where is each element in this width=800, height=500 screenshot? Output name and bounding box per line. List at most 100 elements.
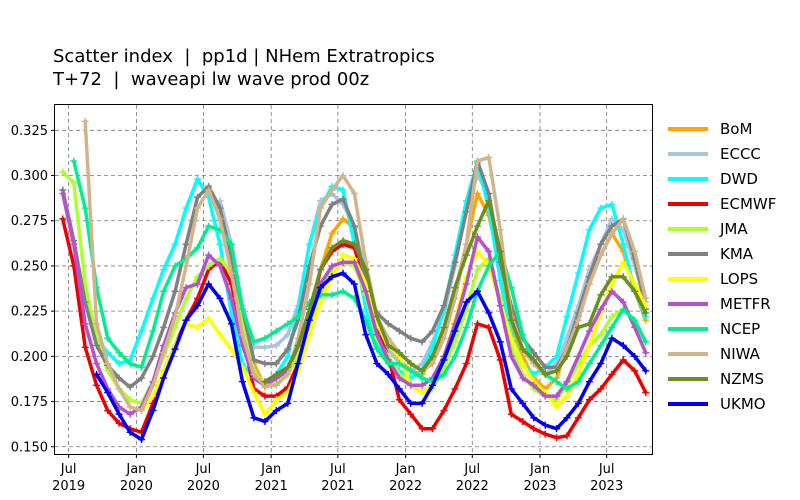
data-point-marker <box>541 392 549 400</box>
data-point-marker <box>451 284 459 292</box>
data-point-marker <box>182 204 190 212</box>
plot-frame <box>54 104 653 455</box>
data-point-marker <box>597 240 605 248</box>
data-point-marker <box>530 356 538 364</box>
series-nzms <box>261 197 650 386</box>
data-point-marker <box>182 262 190 270</box>
data-point-marker <box>563 432 571 440</box>
data-point-marker <box>115 410 123 418</box>
data-point-marker <box>194 204 202 212</box>
data-point-marker <box>362 287 370 295</box>
data-point-marker <box>261 417 269 425</box>
legend-item: NCEP <box>668 316 776 341</box>
data-point-marker <box>261 392 269 400</box>
data-point-marker <box>171 262 179 270</box>
data-point-marker <box>418 381 426 389</box>
data-point-marker <box>149 392 157 400</box>
data-point-marker <box>138 327 146 335</box>
data-point-marker <box>418 374 426 382</box>
data-point-marker <box>138 363 146 371</box>
data-point-marker <box>440 407 448 415</box>
data-point-marker <box>272 327 280 335</box>
data-point-marker <box>261 343 269 351</box>
data-point-marker <box>597 291 605 299</box>
legend-label: KMA <box>720 244 754 263</box>
legend-swatch <box>668 301 708 306</box>
data-point-marker <box>238 305 246 313</box>
data-point-marker <box>350 240 358 248</box>
data-point-marker <box>115 360 123 368</box>
data-point-marker <box>205 186 213 194</box>
data-point-marker <box>362 331 370 339</box>
data-point-marker <box>350 280 358 288</box>
data-point-marker <box>328 229 336 237</box>
data-point-marker <box>395 349 403 357</box>
data-point-marker <box>138 407 146 415</box>
legend-swatch <box>668 276 708 281</box>
x-tick-label-year: 2020 <box>120 479 153 494</box>
y-tick-label: 0.275 <box>11 214 48 229</box>
data-point-marker <box>462 360 470 368</box>
data-point-marker <box>608 273 616 281</box>
x-tick-label-year: 2021 <box>255 479 288 494</box>
data-point-marker <box>496 338 504 346</box>
data-point-marker <box>373 313 381 321</box>
data-point-marker <box>608 200 616 208</box>
data-point-marker <box>317 204 325 212</box>
data-point-marker <box>608 229 616 237</box>
data-point-marker <box>619 215 627 223</box>
data-point-marker <box>294 342 302 350</box>
data-point-marker <box>261 378 269 386</box>
data-point-marker <box>284 331 292 339</box>
data-point-marker <box>395 396 403 404</box>
data-point-marker <box>642 389 650 397</box>
data-point-marker <box>384 342 392 350</box>
x-tick-label-month: Jan <box>125 462 146 477</box>
data-point-marker <box>160 323 168 331</box>
data-point-marker <box>126 428 134 436</box>
data-point-marker <box>553 403 561 411</box>
data-point-marker <box>339 258 347 266</box>
data-point-marker <box>171 345 179 353</box>
legend-label: LOPS <box>720 269 759 288</box>
data-point-marker <box>171 240 179 248</box>
legend-label: METFR <box>720 294 771 313</box>
legend-swatch <box>668 326 708 331</box>
data-point-marker <box>182 294 190 302</box>
data-point-marker <box>93 370 101 378</box>
data-point-marker <box>563 385 571 393</box>
data-point-marker <box>261 334 269 342</box>
data-point-marker <box>216 255 224 263</box>
data-point-marker <box>451 385 459 393</box>
data-point-marker <box>574 414 582 422</box>
data-point-marker <box>574 352 582 360</box>
data-point-marker <box>373 331 381 339</box>
data-point-marker <box>619 258 627 266</box>
data-point-marker <box>294 313 302 321</box>
axis-ticks: Jul 2019 Jan 2020 Jul 2020 Jan 2021 Jul 2021 Jan 20… <box>11 124 623 494</box>
data-point-marker <box>272 342 280 350</box>
data-point-marker <box>418 389 426 397</box>
data-point-marker <box>428 360 436 368</box>
data-point-marker <box>541 370 549 378</box>
data-point-marker <box>81 343 89 351</box>
data-point-marker <box>272 370 280 378</box>
legend-item: ECCC <box>668 141 776 166</box>
data-point-marker <box>216 204 224 212</box>
data-point-marker <box>485 323 493 331</box>
x-tick-label-month: Jul <box>195 462 212 477</box>
data-point-marker <box>284 345 292 353</box>
data-point-marker <box>272 381 280 389</box>
data-point-marker <box>428 425 436 433</box>
data-point-marker <box>227 320 235 328</box>
data-point-marker <box>541 430 549 438</box>
data-point-marker <box>227 345 235 353</box>
data-point-marker <box>462 251 470 259</box>
data-point-marker <box>428 381 436 389</box>
data-point-marker <box>585 280 593 288</box>
legend-label: NCEP <box>720 319 761 338</box>
data-point-marker <box>462 323 470 331</box>
series-line <box>94 161 648 388</box>
data-point-marker <box>250 389 258 397</box>
data-point-marker <box>585 327 593 335</box>
